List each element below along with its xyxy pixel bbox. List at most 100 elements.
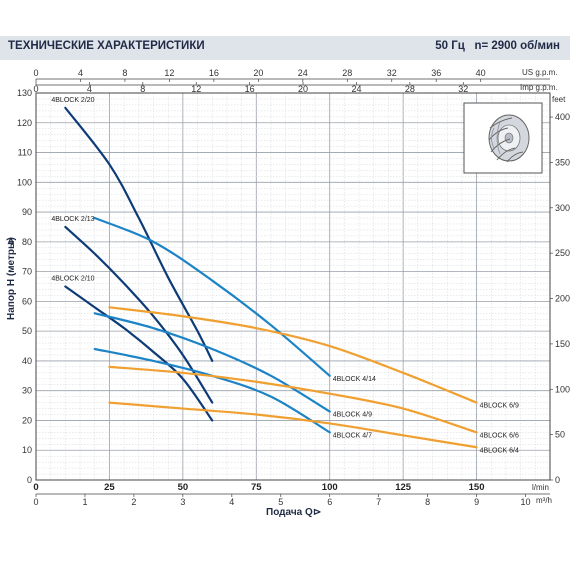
m3h-unit: m³/h (536, 496, 552, 505)
curve-4block-2-20 (64, 106, 214, 363)
x-tick-label: 100 (322, 482, 338, 493)
feet-tick-label: 200 (555, 294, 570, 304)
curve-label: 4BLOCK 6/6 (480, 432, 519, 439)
m3h-tick-label: 0 (33, 497, 38, 507)
feet-tick-label: 300 (555, 203, 570, 213)
m3h-tick-label: 3 (180, 497, 185, 507)
feet-tick-label: 350 (555, 157, 570, 167)
imp-gpm-tick-label: 8 (140, 84, 145, 94)
imp-gpm-tick-label: 32 (458, 84, 468, 94)
curve-label: 4BLOCK 2/10 (51, 276, 94, 283)
us-gpm-unit: US g.p.m. (522, 68, 558, 77)
us-gpm-tick-label: 12 (164, 68, 174, 78)
y-axis: 0 10 20 30 40 50 60 70 80 90 100 110 120 130 (17, 88, 32, 485)
y-tick-label: 90 (22, 207, 32, 217)
feet-tick-label: 150 (555, 339, 570, 349)
curve-4block-2-13 (64, 225, 214, 404)
curve-label: 4BLOCK 4/9 (333, 412, 372, 419)
y-tick-label: 0 (27, 475, 32, 485)
curve-4block-6-4 (108, 401, 478, 449)
y-tick-label: 60 (22, 296, 32, 306)
us-gpm-tick-label: 16 (209, 68, 219, 78)
y-axis-arrow: ⊳ (6, 237, 17, 245)
us-gpm-tick-label: 40 (476, 68, 486, 78)
chart-header: ТЕХНИЧЕСКИЕ ХАРАКТЕРИСТИКИ 50 Гц n= 2900… (0, 36, 570, 60)
us-gpm-tick-label: 0 (33, 68, 38, 78)
y-tick-label: 20 (22, 415, 32, 425)
imp-gpm-tick-label: 24 (351, 84, 361, 94)
plot-border (35, 92, 551, 481)
us-gpm-tick-label: 28 (342, 68, 352, 78)
x-axis-title: Подача Q (266, 507, 313, 518)
m3h-tick-label: 5 (278, 497, 283, 507)
m3h-tick-label: 9 (474, 497, 479, 507)
x-tick-label: 75 (251, 482, 262, 493)
chart-speed-info: 50 Гц n= 2900 об/мин (435, 40, 560, 52)
impeller-icon (463, 102, 543, 174)
y-tick-label: 130 (17, 88, 32, 98)
y-tick-label: 40 (22, 356, 32, 366)
x-tick-label: 0 (33, 482, 38, 493)
curve-4block-2-10 (64, 285, 214, 422)
curve-label: 4BLOCK 2/13 (51, 216, 94, 223)
curve-label: 4BLOCK 4/14 (333, 376, 376, 383)
m3h-tick-label: 1 (82, 497, 87, 507)
y-tick-label: 70 (22, 267, 32, 277)
feet-unit: feet (552, 95, 566, 104)
curve-label: 4BLOCK 4/7 (333, 432, 372, 439)
feet-tick-label: 0 (555, 475, 560, 485)
imp-gpm-tick-label: 0 (33, 84, 38, 94)
us-gpm-tick-label: 4 (78, 68, 83, 78)
feet-tick-label: 250 (555, 248, 570, 258)
x-tick-label: 25 (104, 482, 115, 493)
feet-tick-label: 100 (555, 384, 570, 394)
x-tick-label: 50 (178, 482, 189, 493)
curve-4block-6-9 (108, 306, 478, 404)
x-axis: 0 25 50 75 100 125 150 0 1 2 3 4 5 6 7 8 9 10 (33, 482, 550, 507)
curve-4block-4-14 (93, 216, 331, 377)
chart-title: ТЕХНИЧЕСКИЕ ХАРАКТЕРИСТИКИ (8, 40, 205, 52)
y-tick-label: 10 (22, 445, 32, 455)
lmin-unit: l/min (532, 483, 549, 492)
x-tick-label: 150 (469, 482, 485, 493)
imp-gpm-tick-label: 28 (405, 84, 415, 94)
frequency-label: 50 Гц (435, 40, 465, 52)
imp-gpm-unit: Imp g.p.m. (520, 83, 558, 92)
y-tick-label: 120 (17, 118, 32, 128)
curve-label: 4BLOCK 2/20 (51, 97, 94, 104)
feet-tick-label: 50 (555, 430, 565, 440)
imp-gpm-tick-label: 20 (298, 84, 308, 94)
curve-labels: 4BLOCK 2/20 4BLOCK 2/13 4BLOCK 2/10 4BLOCK … (51, 97, 519, 454)
us-gpm-tick-label: 20 (253, 68, 263, 78)
feet-axis: 0 50 100 150 200 250 300 350 400 (550, 112, 570, 485)
speed-label: n= 2900 об/мин (474, 40, 560, 52)
curve-label: 4BLOCK 6/9 (480, 403, 519, 410)
imp-gpm-tick-label: 4 (87, 84, 92, 94)
curve-label: 4BLOCK 6/4 (480, 447, 519, 454)
curve-4block-6-6 (108, 365, 478, 434)
feet-tick-label: 400 (555, 112, 570, 122)
top-axes: 0 4 8 12 16 20 24 28 32 36 40 0 4 8 12 16 20 24 28 32 (33, 68, 550, 94)
pump-curves (64, 106, 478, 449)
us-gpm-tick-label: 32 (387, 68, 397, 78)
y-tick-label: 80 (22, 237, 32, 247)
m3h-tick-label: 6 (327, 497, 332, 507)
m3h-tick-label: 4 (229, 497, 234, 507)
us-gpm-tick-label: 8 (122, 68, 127, 78)
y-tick-label: 30 (22, 386, 32, 396)
us-gpm-tick-label: 36 (431, 68, 441, 78)
imp-gpm-tick-label: 16 (245, 84, 255, 94)
x-tick-label: 125 (395, 482, 412, 493)
y-tick-label: 100 (17, 177, 32, 187)
m3h-tick-label: 7 (376, 497, 381, 507)
y-tick-label: 50 (22, 326, 32, 336)
imp-gpm-tick-label: 12 (191, 84, 201, 94)
m3h-tick-label: 2 (131, 497, 136, 507)
x-axis-arrow: ⊳ (313, 507, 321, 518)
m3h-tick-label: 8 (425, 497, 430, 507)
us-gpm-tick-label: 24 (298, 68, 308, 78)
m3h-tick-label: 10 (521, 497, 531, 507)
y-tick-label: 110 (18, 148, 32, 158)
y-axis-title: Напор H (метры) (6, 237, 17, 320)
